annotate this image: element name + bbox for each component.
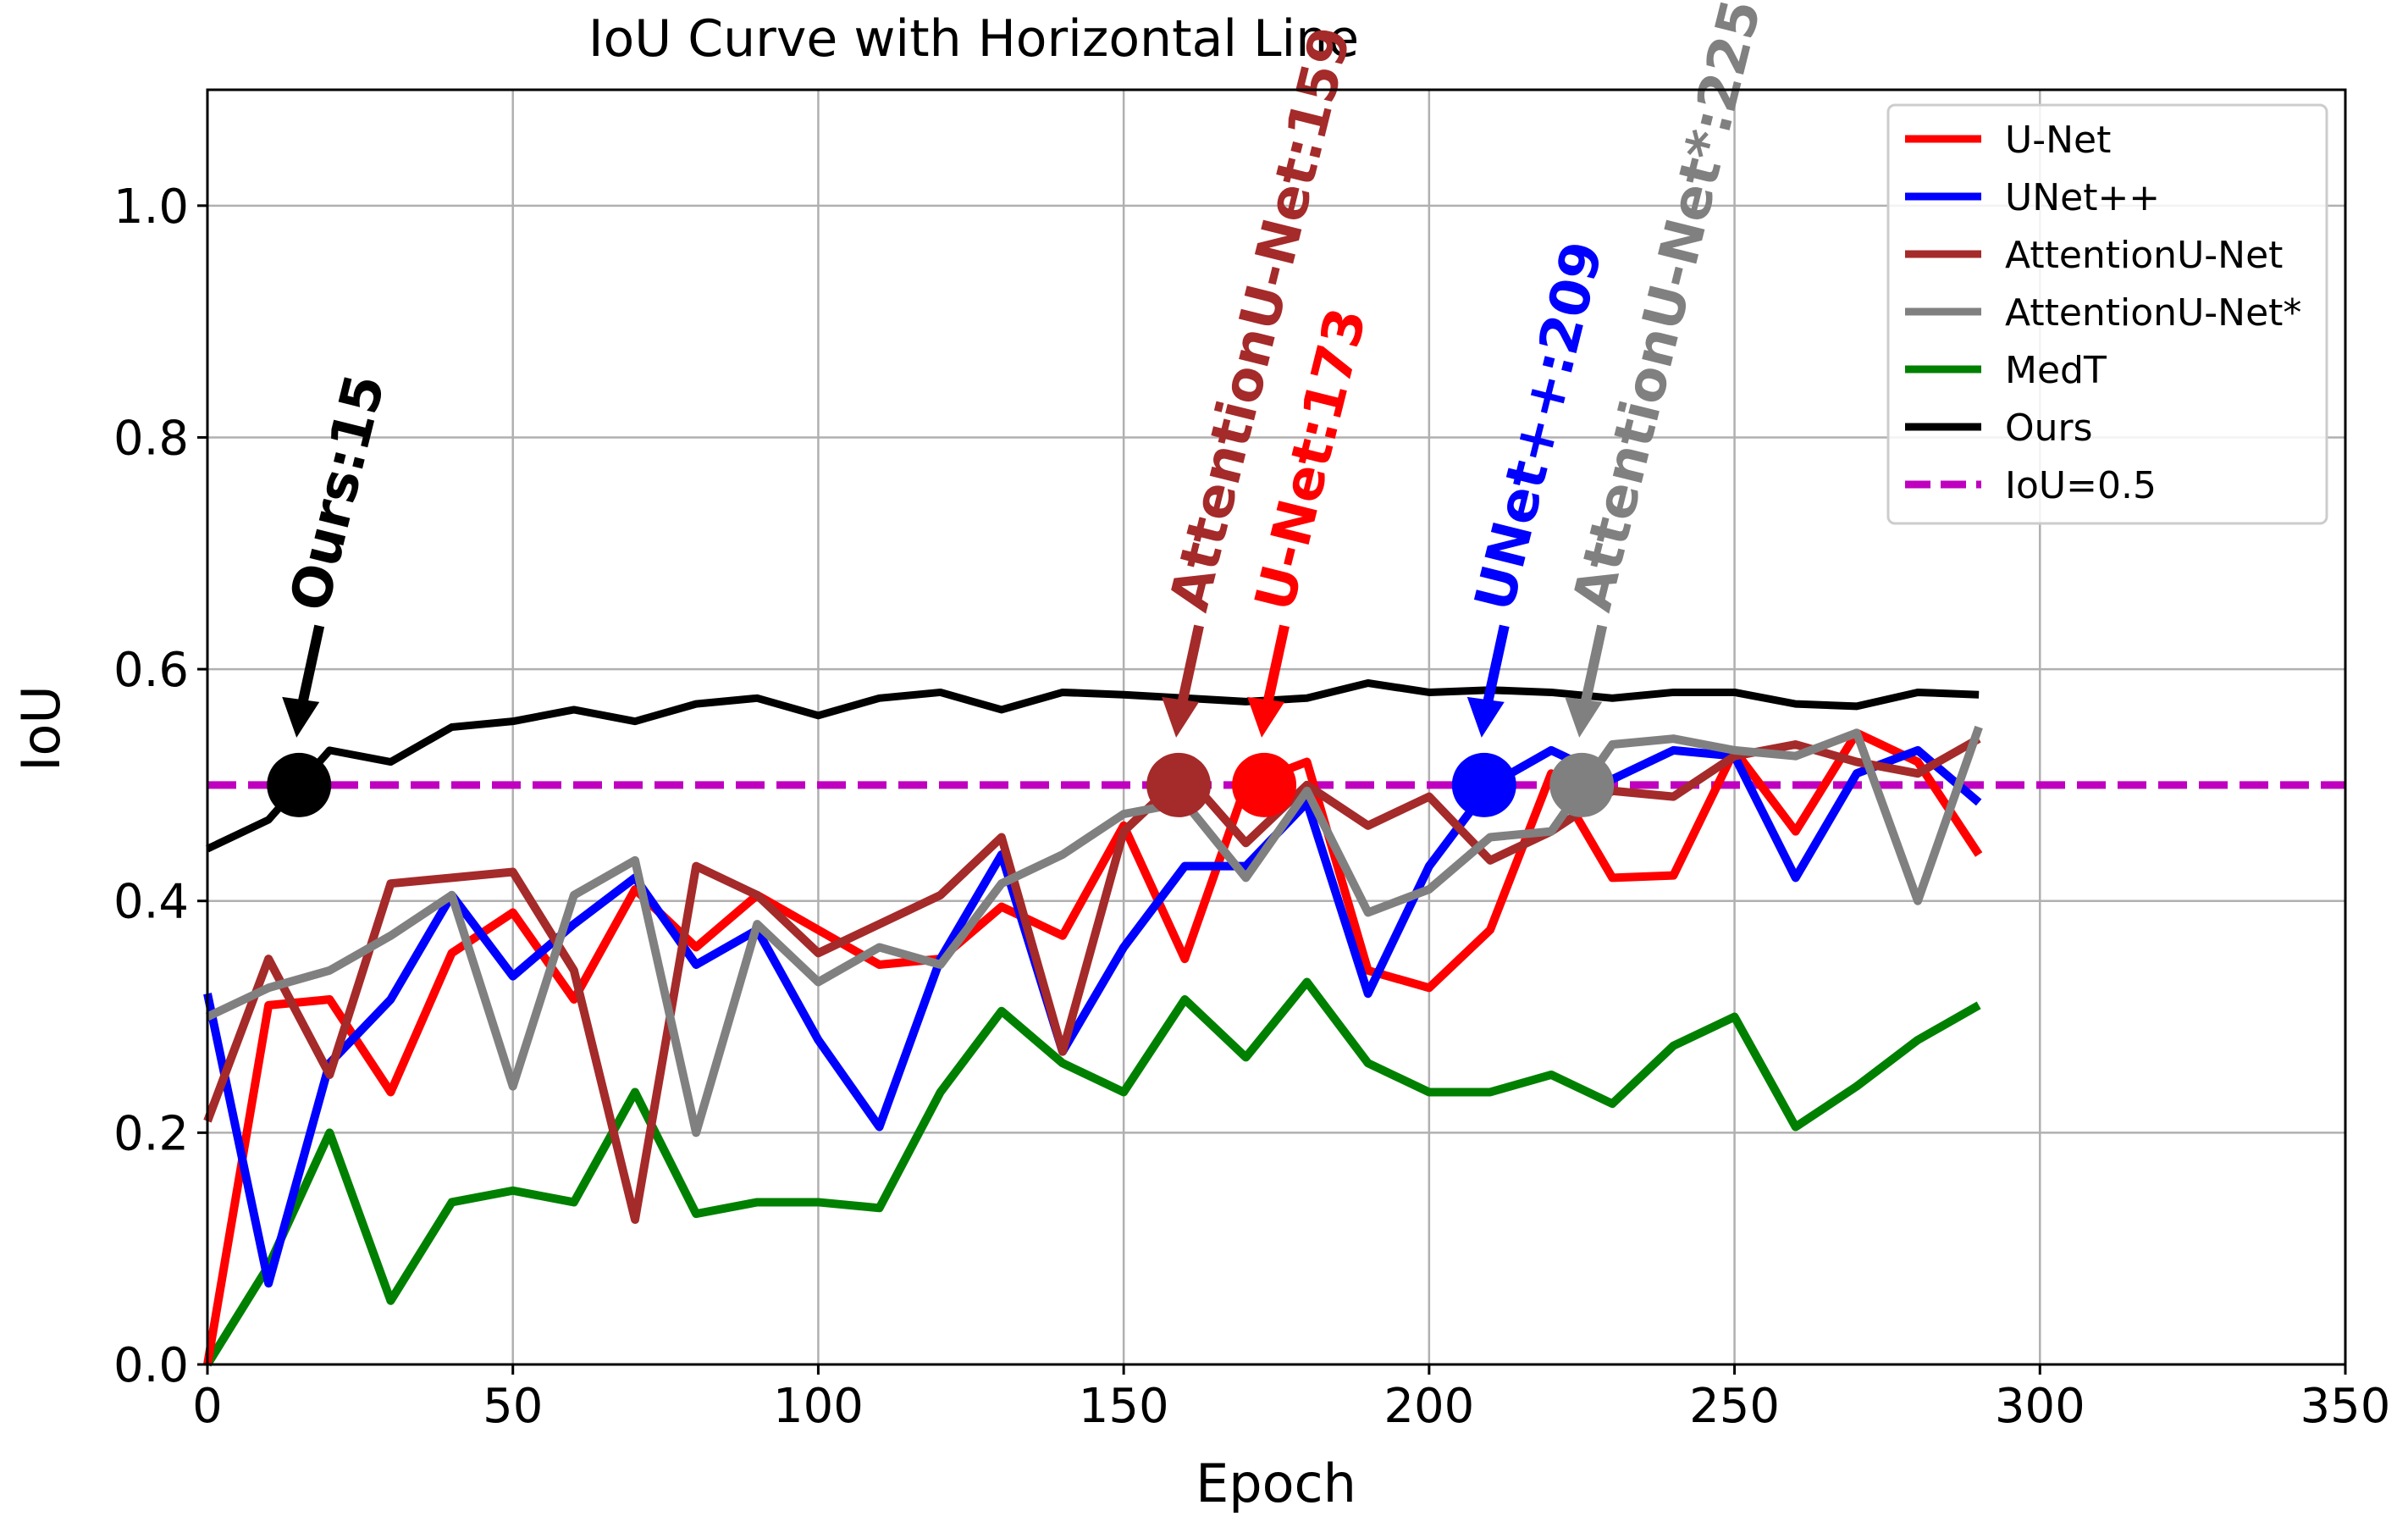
y-tick-label: 1.0 — [113, 180, 189, 235]
legend-box — [1886, 103, 2328, 525]
annotation-arrow-shaft — [1262, 624, 1290, 706]
series-line-medt — [203, 977, 1981, 1367]
annotation-arrow-head — [1466, 696, 1505, 738]
annotation-arrow-head — [1247, 696, 1285, 738]
x-tick-label: 0 — [192, 1379, 223, 1434]
threshold-marker — [1232, 752, 1297, 817]
threshold-marker — [1451, 752, 1516, 817]
y-tick-label: 0.2 — [113, 1106, 189, 1161]
threshold-marker — [267, 752, 332, 817]
y-tick-label: 0.8 — [113, 411, 189, 466]
x-tick-label: 250 — [1689, 1379, 1780, 1434]
y-axis-label: IoU — [10, 685, 72, 772]
annotation-arrow-shaft — [297, 624, 325, 706]
annotation-arrow-shaft — [1580, 624, 1608, 706]
series-line-u-net — [203, 728, 1983, 1365]
chart-title: IoU Curve with Horizontal Line — [588, 9, 1359, 69]
series-line-attentionu-net — [203, 734, 1981, 1224]
annotation-arrow-shaft — [1482, 624, 1510, 706]
x-tick-label: 350 — [2300, 1379, 2391, 1434]
x-tick-label: 200 — [1383, 1379, 1474, 1434]
series-line-attentionu-netstar — [205, 725, 1983, 1137]
annotation-arrow-head — [1565, 696, 1603, 738]
legend-label: AttentionU-Net* — [2005, 291, 2301, 335]
annotation-arrow-shaft — [1177, 624, 1204, 706]
series-line-unetplusplus — [203, 745, 1982, 1288]
axis-layer: 0 50 100 150 200 250 300 350 0.0 0.2 0.4 0.6 0.8 1.0 — [113, 180, 2391, 1434]
legend-label: MedT — [2005, 349, 2107, 392]
x-axis-label: Epoch — [1196, 1453, 1356, 1514]
legend-label: UNet++ — [2005, 176, 2160, 219]
x-tick-label: 150 — [1079, 1379, 1169, 1434]
x-tick-label: 300 — [1995, 1379, 2085, 1434]
y-tick-label: 0.4 — [113, 875, 189, 930]
annotation-arrow-head — [282, 696, 320, 738]
plot-frame — [206, 88, 2347, 1366]
y-tick-label: 0.0 — [113, 1338, 189, 1393]
threshold-marker — [1549, 752, 1615, 817]
series-line-ours — [206, 679, 1980, 853]
x-tick-label: 100 — [773, 1379, 864, 1434]
series-layer — [203, 679, 1983, 1367]
legend-label: U-Net — [2005, 119, 2111, 162]
legend-label: AttentionU-Net — [2005, 234, 2283, 277]
y-tick-label: 0.6 — [113, 643, 189, 698]
annotation-arrow-head — [1162, 696, 1200, 738]
legend-label: Ours — [2005, 407, 2093, 450]
legend-label: IoU=0.5 — [2005, 464, 2157, 507]
threshold-marker — [1146, 752, 1212, 817]
x-tick-label: 50 — [483, 1379, 543, 1434]
legend: U-Net UNet++ AttentionU-Net AttentionU-Net*… — [1886, 103, 2328, 525]
